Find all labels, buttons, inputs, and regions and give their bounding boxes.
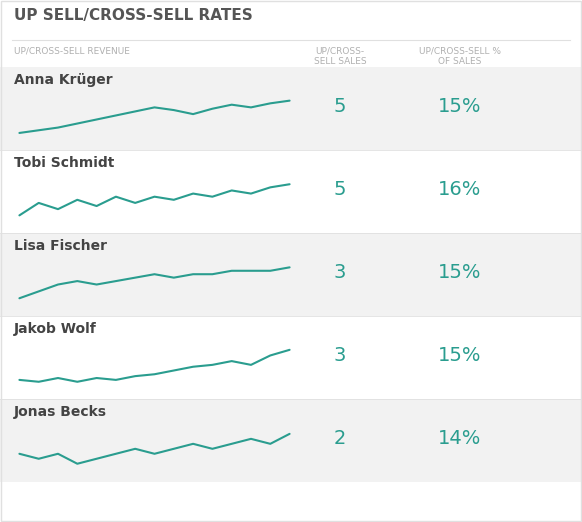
- Text: 16%: 16%: [438, 180, 482, 199]
- Text: 14%: 14%: [438, 429, 482, 448]
- Text: Anna Krüger: Anna Krüger: [14, 73, 113, 87]
- Text: 15%: 15%: [438, 346, 482, 365]
- Text: Jonas Becks: Jonas Becks: [14, 405, 107, 419]
- Text: 3: 3: [334, 346, 346, 365]
- Bar: [0, 233, 582, 316]
- Bar: [0, 67, 582, 150]
- Text: 5: 5: [333, 97, 346, 116]
- Text: Jakob Wolf: Jakob Wolf: [14, 322, 97, 336]
- Text: UP/CROSS-
SELL SALES: UP/CROSS- SELL SALES: [314, 47, 366, 66]
- Text: UP SELL/CROSS-SELL RATES: UP SELL/CROSS-SELL RATES: [14, 8, 253, 23]
- Text: 5: 5: [333, 180, 346, 199]
- Bar: [0, 316, 582, 399]
- Text: UP/CROSS-SELL REVENUE: UP/CROSS-SELL REVENUE: [14, 47, 130, 56]
- Text: Lisa Fischer: Lisa Fischer: [14, 239, 107, 253]
- Text: 2: 2: [334, 429, 346, 448]
- Bar: [0, 150, 582, 233]
- Text: 15%: 15%: [438, 97, 482, 116]
- Text: Tobi Schmidt: Tobi Schmidt: [14, 156, 115, 170]
- Bar: [0, 399, 582, 482]
- Text: 15%: 15%: [438, 263, 482, 282]
- Text: 3: 3: [334, 263, 346, 282]
- Text: UP/CROSS-SELL %
OF SALES: UP/CROSS-SELL % OF SALES: [419, 47, 501, 66]
